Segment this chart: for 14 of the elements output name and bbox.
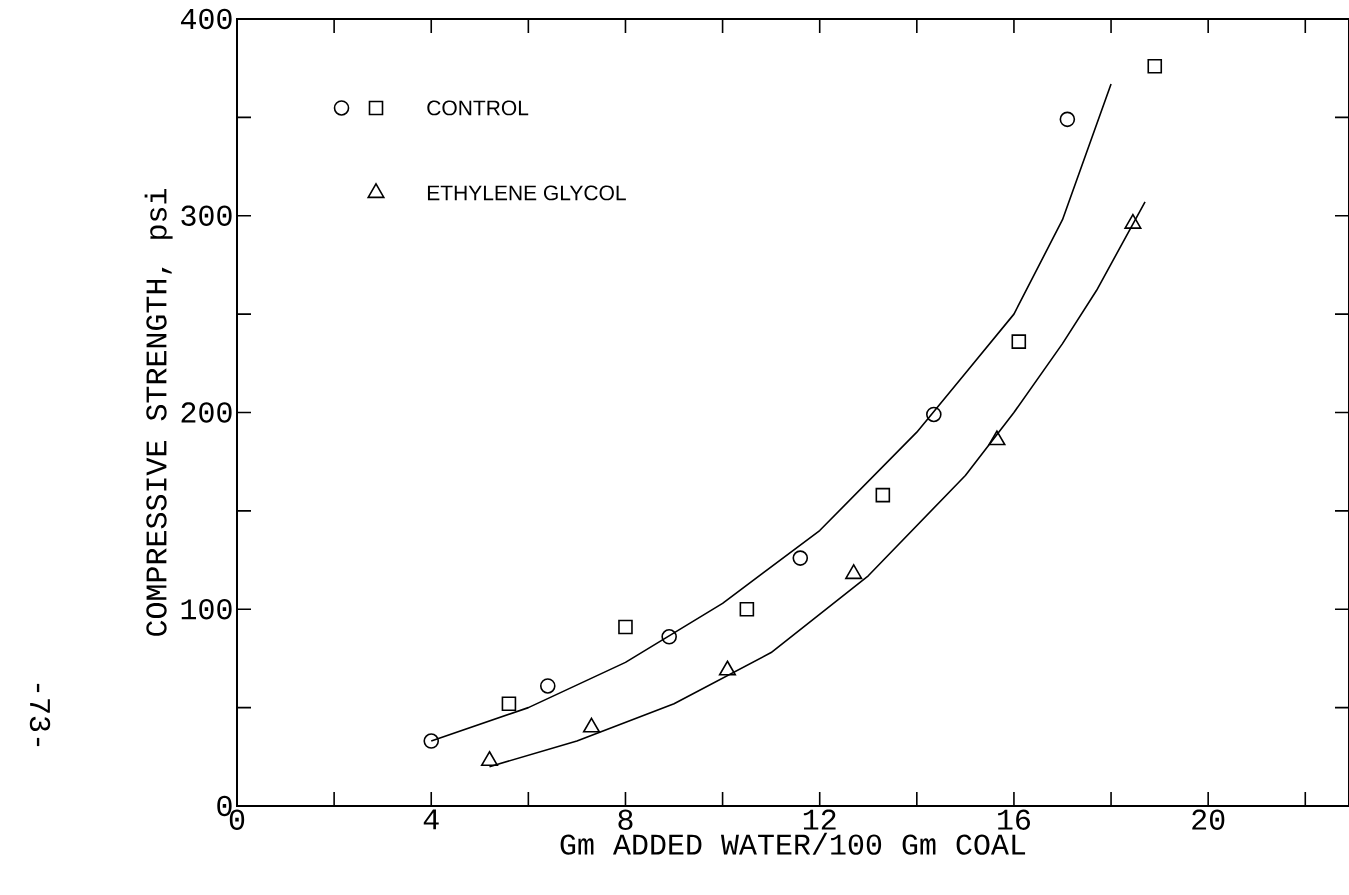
y-tick-label: 400 [180, 8, 232, 30]
y-tick-label: 200 [181, 402, 232, 423]
x-tick-label: 20 [1192, 809, 1225, 830]
legend-label: ETHYLENE GLYCOL [427, 185, 626, 201]
text: -73- [29, 683, 51, 747]
legend-label: CONTROL [427, 100, 529, 116]
x-tick-label: 16 [998, 809, 1030, 830]
y-tick-label: 300 [181, 205, 232, 226]
y-axis-title: COMPRESSIVE STRENGTH, psi [144, 189, 173, 636]
x-tick-label: 4 [423, 809, 439, 830]
x-axis-title: Gm ADDED WATER/100 Gm COAL [560, 832, 1026, 855]
y-tick-label: 100 [181, 599, 232, 620]
x-tick-label: 8 [618, 809, 633, 830]
x-tick-label: 12 [803, 809, 836, 830]
